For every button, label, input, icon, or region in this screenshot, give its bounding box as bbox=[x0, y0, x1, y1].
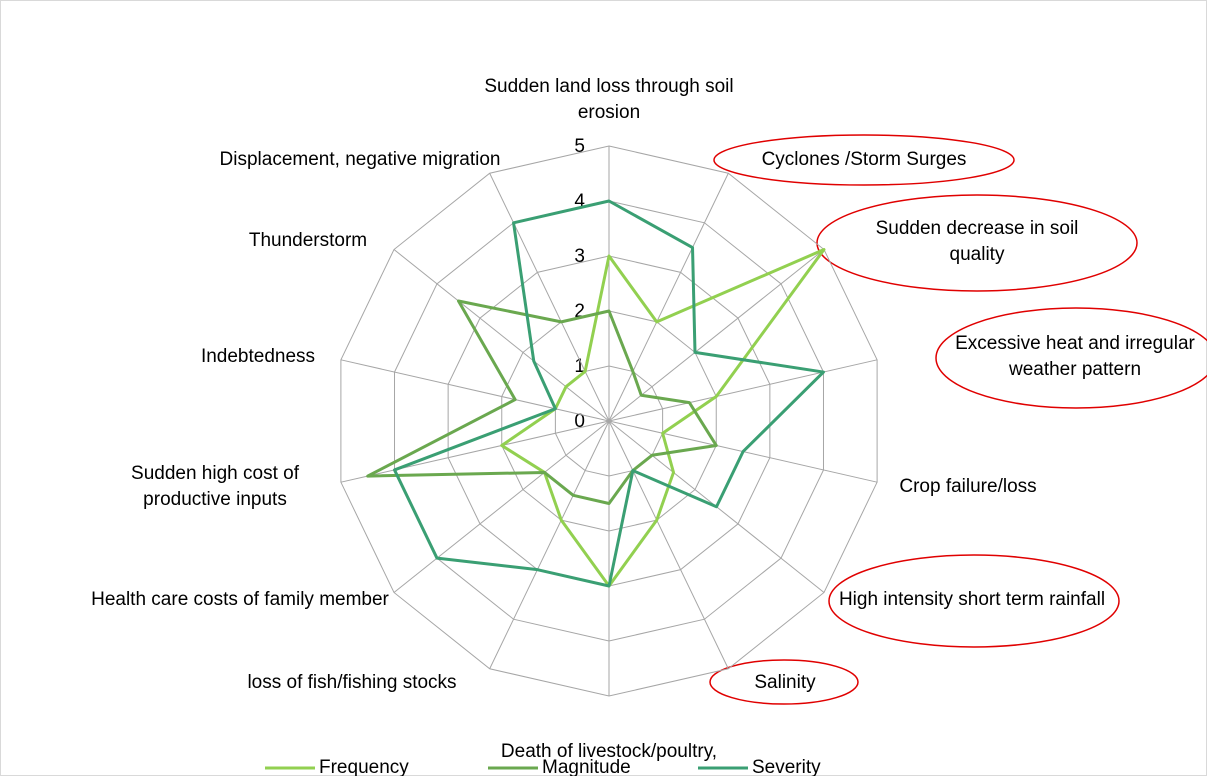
spoke bbox=[608, 420, 729, 669]
highlight-ellipse bbox=[709, 659, 859, 705]
legend-label: Severity bbox=[752, 757, 821, 776]
category-label: Cyclones /Storm Surges bbox=[761, 149, 967, 170]
spoke bbox=[608, 359, 878, 422]
category-label: Excessive heat and irregular weather pat… bbox=[955, 333, 1195, 380]
spoke bbox=[608, 173, 729, 422]
r-tick-label: 0 bbox=[574, 411, 585, 432]
category-label: Displacement, negative migration bbox=[219, 149, 501, 170]
spoke bbox=[340, 359, 610, 422]
category-label: Indebtedness bbox=[200, 346, 316, 367]
spoke bbox=[489, 173, 610, 422]
spoke bbox=[393, 249, 610, 422]
legend-label: Frequency bbox=[319, 757, 409, 776]
category-label: Thunderstorm bbox=[248, 230, 368, 251]
category-label: Death of livestock/poultry, bbox=[500, 741, 718, 762]
legend-label: Magnitude bbox=[542, 757, 631, 776]
r-tick-label: 4 bbox=[574, 191, 585, 212]
highlights bbox=[709, 134, 1207, 705]
r-tick-label: 3 bbox=[574, 246, 585, 267]
series-line bbox=[393, 199, 825, 588]
category-label: Crop failure/loss bbox=[899, 476, 1037, 497]
category-label: Health care costs of family member bbox=[91, 589, 389, 610]
highlight-ellipse bbox=[935, 307, 1207, 409]
category-label: Sudden decrease in soil quality bbox=[875, 218, 1079, 265]
spoke bbox=[608, 249, 825, 422]
r-tick-label: 1 bbox=[574, 356, 585, 377]
highlight-ellipse bbox=[828, 554, 1120, 648]
spoke bbox=[393, 420, 610, 593]
series-line bbox=[366, 299, 718, 505]
category-label: Sudden high cost of productive inputs bbox=[131, 463, 299, 510]
highlight-ellipse bbox=[816, 194, 1138, 292]
highlight-ellipse bbox=[713, 134, 1015, 186]
spoke bbox=[340, 420, 610, 483]
r-tick-label: 5 bbox=[574, 136, 585, 157]
category-label: Sudden land loss through soil erosion bbox=[484, 76, 734, 123]
category-label: Salinity bbox=[754, 672, 816, 693]
r-tick-label: 2 bbox=[574, 301, 585, 322]
spoke bbox=[489, 420, 610, 669]
category-label: High intensity short term rainfall bbox=[838, 589, 1106, 610]
category-label: loss of fish/fishing stocks bbox=[247, 672, 457, 693]
